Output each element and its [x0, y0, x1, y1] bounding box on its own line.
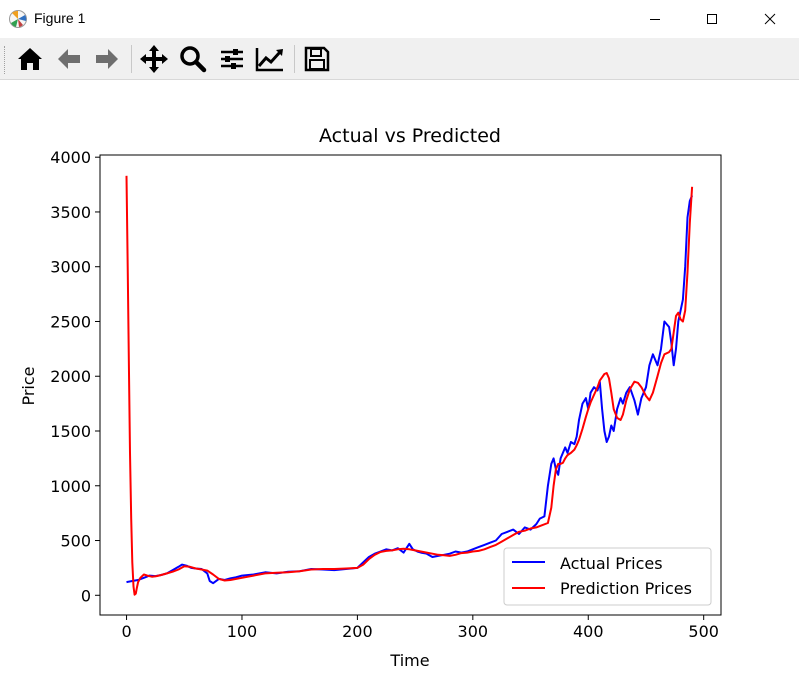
x-tick-label: 0 [121, 622, 131, 641]
y-tick-label: 2000 [50, 367, 91, 386]
line-chart: Actual vs Predicted Actual Prices Predic… [19, 125, 722, 670]
back-button[interactable] [52, 42, 86, 76]
y-tick-label: 1500 [50, 422, 91, 441]
x-tick-label: 400 [573, 622, 604, 641]
x-tick-label: 100 [227, 622, 258, 641]
prediction-prices-line [125, 175, 694, 596]
figure-canvas[interactable]: Actual vs Predicted Actual Prices Predic… [0, 80, 799, 680]
legend-frame [503, 547, 712, 606]
y-tick-label: 500 [60, 532, 91, 551]
forward-arrow-icon [96, 49, 118, 69]
toolbar-separator [294, 45, 295, 73]
navigation-toolbar [0, 38, 799, 80]
save-icon [304, 46, 330, 72]
close-icon [764, 13, 776, 25]
subplots-button[interactable] [215, 42, 249, 76]
zoom-icon [180, 46, 207, 73]
pan-icon [140, 45, 168, 73]
zoom-button[interactable] [176, 42, 210, 76]
home-icon [18, 48, 42, 70]
maximize-icon [707, 14, 717, 24]
actual-prices-line [126, 195, 694, 585]
x-tick-label: 500 [688, 622, 719, 641]
y-tick-label: 4000 [50, 148, 91, 167]
home-button[interactable] [13, 42, 47, 76]
save-button[interactable] [300, 42, 334, 76]
minimize-icon [650, 19, 660, 20]
legend-label-actual: Actual Prices [560, 554, 663, 573]
legend-label-prediction: Prediction Prices [560, 579, 692, 598]
legend: Actual Prices Prediction Prices [503, 547, 712, 606]
pan-button[interactable] [137, 42, 171, 76]
x-axis-label: Time [389, 651, 429, 670]
plot-area [100, 155, 721, 615]
window-titlebar: Figure 1 [0, 0, 799, 38]
toolbar-separator [131, 45, 132, 73]
back-arrow-icon [58, 49, 80, 69]
y-tick-label: 1000 [50, 477, 91, 496]
y-tick-label: 2500 [50, 312, 91, 331]
y-axis-label: Price [19, 366, 38, 405]
edit-axes-icon [255, 48, 283, 72]
toolbar-grip [4, 46, 8, 74]
window-title: Figure 1 [34, 10, 86, 26]
y-tick-label: 3000 [50, 258, 91, 277]
minimize-button[interactable] [626, 0, 684, 38]
forward-button[interactable] [90, 42, 124, 76]
edit-axes-button[interactable] [253, 42, 287, 76]
y-tick-label: 3500 [50, 203, 91, 222]
x-tick-label: 300 [458, 622, 489, 641]
matplotlib-app-icon [9, 10, 27, 28]
chart-title: Actual vs Predicted [319, 125, 501, 147]
close-button[interactable] [741, 0, 799, 38]
subplots-icon [221, 49, 243, 69]
x-tick-label: 200 [342, 622, 373, 641]
maximize-button[interactable] [683, 0, 741, 38]
y-tick-label: 0 [81, 586, 91, 605]
axes-frame [99, 154, 722, 616]
